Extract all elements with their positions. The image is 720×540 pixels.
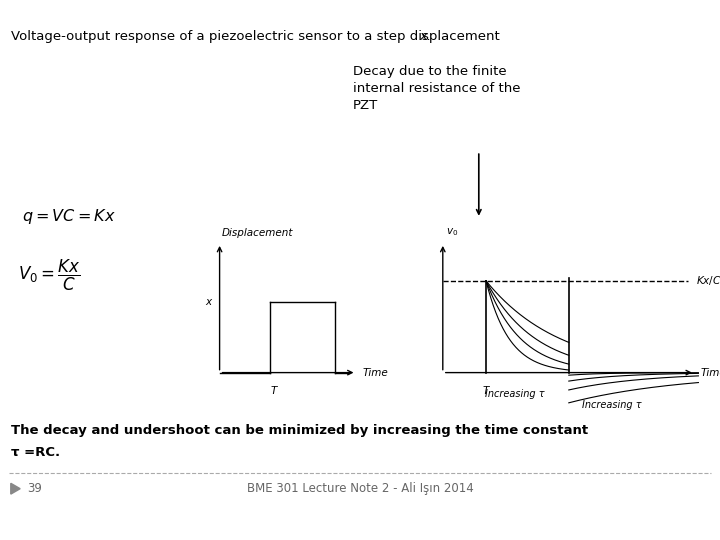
Text: Displacement: Displacement [222,227,293,238]
Text: $Kx/C$: $Kx/C$ [696,274,720,287]
Text: Time: Time [701,368,720,377]
Text: Increasing τ: Increasing τ [485,389,544,399]
Text: τ =RC.: τ =RC. [11,446,60,458]
Text: $V_0=\dfrac{Kx}{C}$: $V_0=\dfrac{Kx}{C}$ [18,258,81,293]
Text: $v_0$: $v_0$ [446,226,459,238]
Text: Time: Time [362,368,388,377]
Text: Decay due to the finite
internal resistance of the
PZT: Decay due to the finite internal resista… [353,65,521,112]
Text: T: T [271,386,276,396]
Text: x.: x. [420,30,432,43]
Polygon shape [11,483,20,494]
Text: T: T [483,386,489,396]
Text: 39: 39 [27,482,42,495]
Text: BME 301 Lecture Note 2 - Ali Işın 2014: BME 301 Lecture Note 2 - Ali Işın 2014 [247,482,473,495]
Text: $q=VC=Kx$: $q=VC=Kx$ [22,206,115,226]
Text: x: x [204,298,211,307]
Text: Increasing τ: Increasing τ [582,400,642,410]
Text: Voltage-output response of a piezoelectric sensor to a step displacement: Voltage-output response of a piezoelectr… [11,30,504,43]
Text: The decay and undershoot can be minimized by increasing the time constant: The decay and undershoot can be minimize… [11,424,588,437]
